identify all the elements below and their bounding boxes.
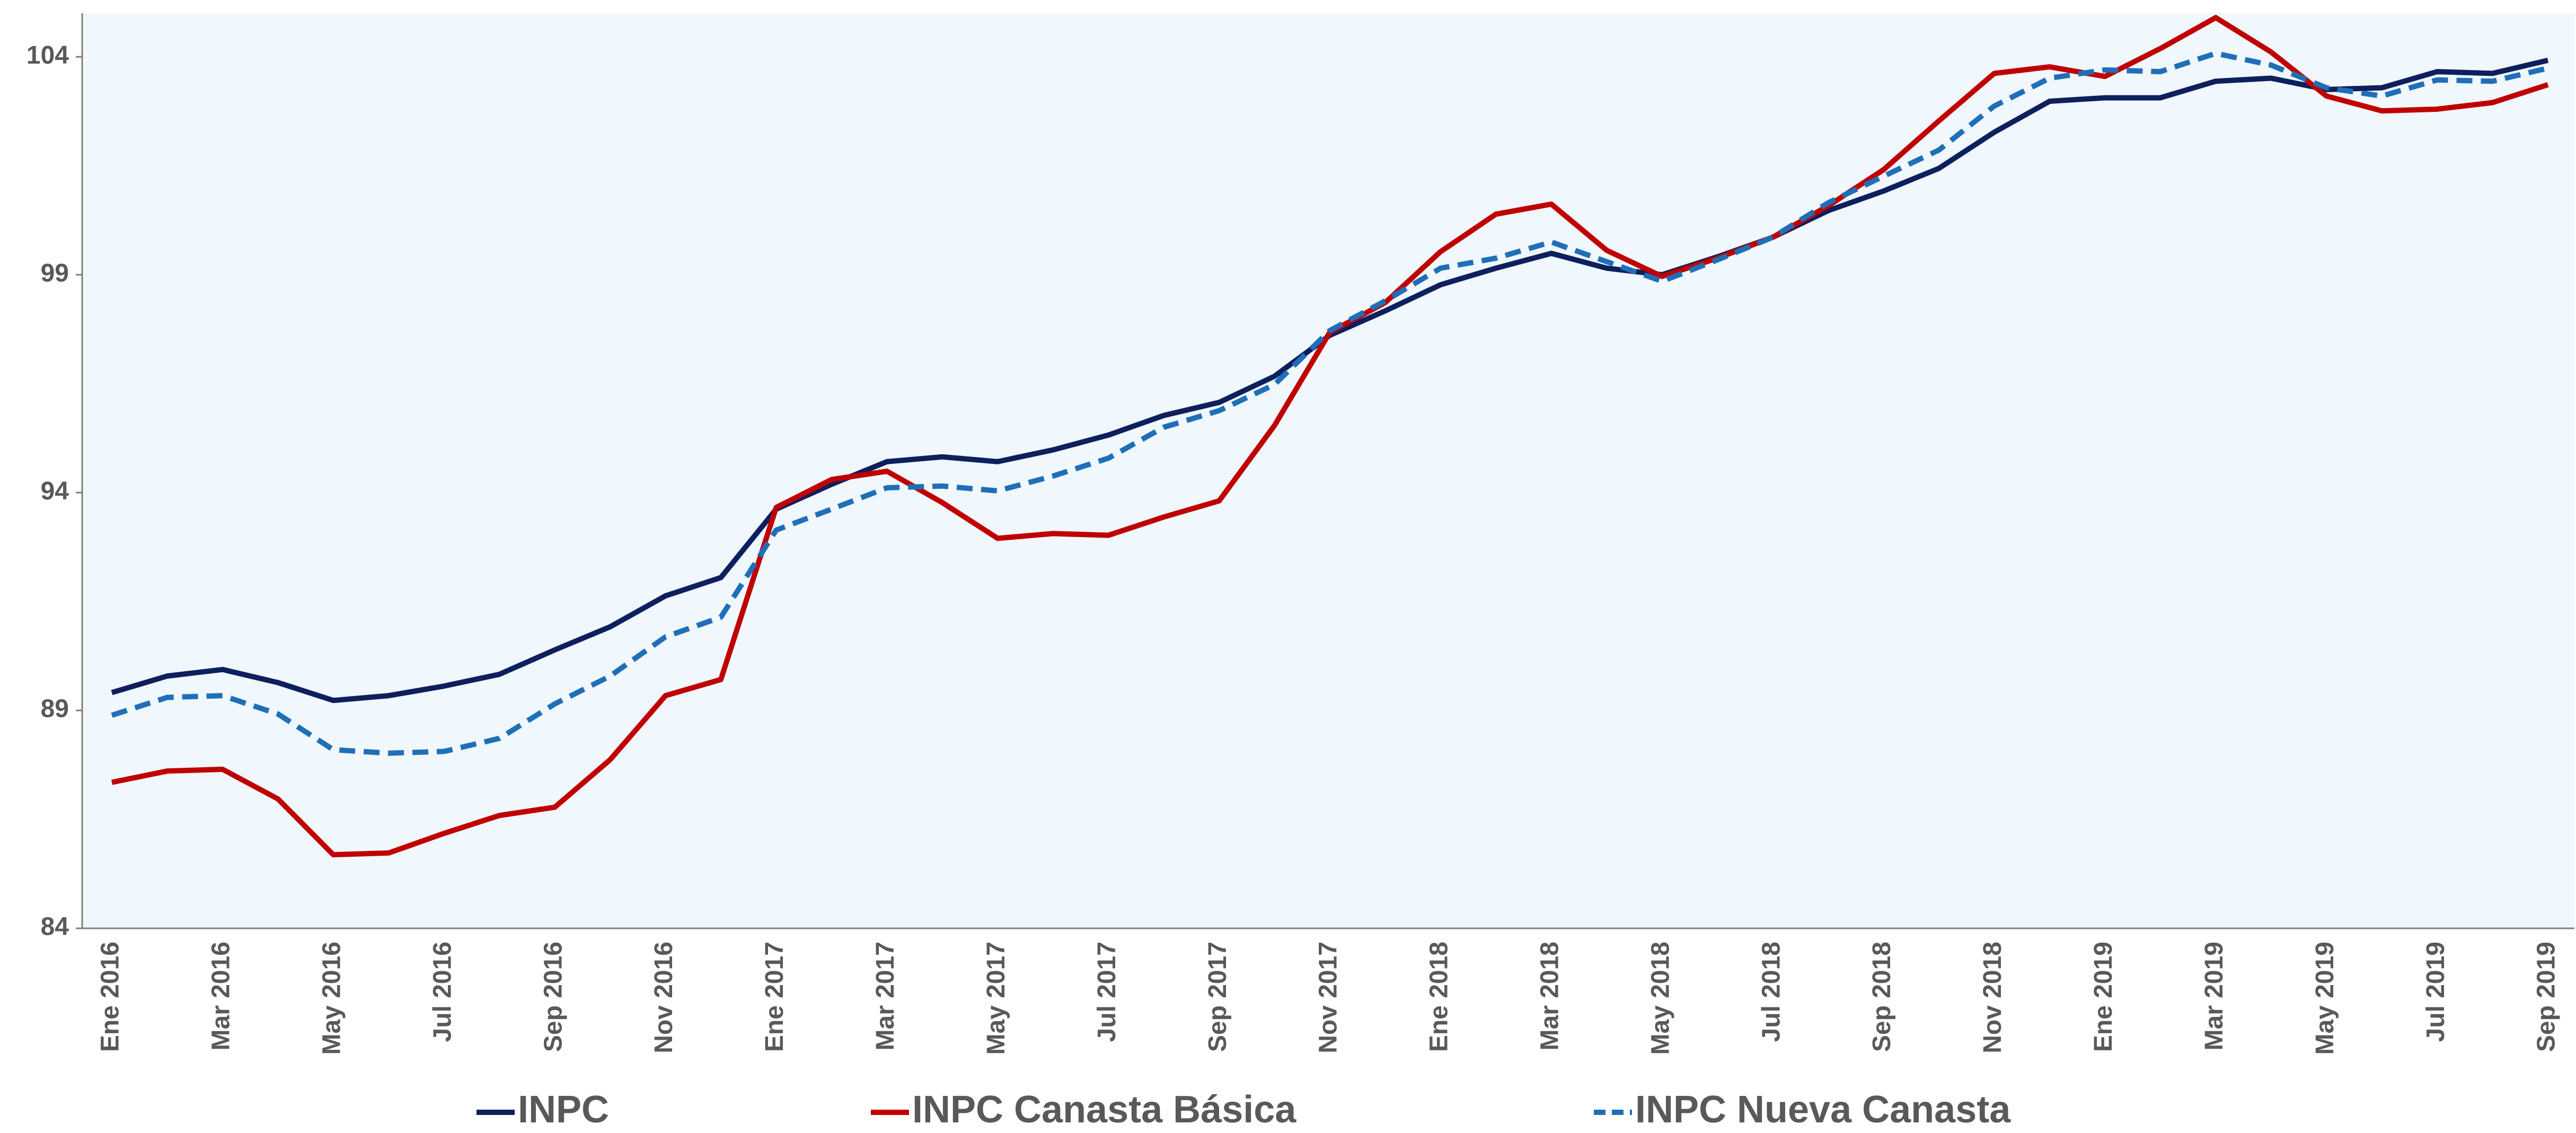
y-tick-label: 89 [41, 695, 69, 723]
x-tick-label: Jul 2017 [1093, 942, 1121, 1042]
x-tick-label: Mar 2018 [1536, 942, 1564, 1050]
x-tick-label: Jul 2019 [2422, 942, 2450, 1042]
y-tick-label: 94 [41, 477, 69, 505]
y-tick-label: 104 [27, 41, 69, 69]
x-tick-label: Nov 2016 [650, 942, 678, 1053]
x-tick-label: May 2016 [317, 942, 346, 1055]
x-tick-label: Ene 2017 [761, 942, 789, 1052]
x-tick-label: Ene 2019 [2089, 942, 2118, 1052]
x-tick-label: May 2018 [1646, 942, 1674, 1055]
x-tick-label: Nov 2017 [1315, 942, 1343, 1053]
x-tick-label: Mar 2017 [871, 942, 899, 1050]
x-tick-label: Mar 2016 [207, 942, 235, 1050]
x-tick-label: Ene 2018 [1425, 942, 1453, 1052]
series-line [111, 50, 2549, 756]
y-tick-label: 84 [41, 913, 69, 941]
x-tick-label: Jul 2018 [1757, 942, 1785, 1042]
x-tick-label: Jul 2016 [428, 942, 456, 1042]
y-tick-label: 99 [41, 259, 69, 287]
x-tick-label: Sep 2018 [1868, 942, 1896, 1052]
x-tick-label: Sep 2017 [1204, 942, 1232, 1052]
x-tick-label: Mar 2019 [2200, 942, 2228, 1050]
legend-label: INPC Nueva Canasta [1635, 1088, 2011, 1131]
x-tick-label: May 2019 [2311, 942, 2339, 1055]
x-tick-label: Sep 2016 [539, 942, 567, 1052]
x-tick-label: Sep 2019 [2533, 942, 2561, 1052]
legend-label: INPC Canasta Básica [912, 1088, 1296, 1131]
plot-area [82, 13, 2574, 928]
x-tick-label: Nov 2018 [1979, 942, 2007, 1053]
legend-label: INPC [518, 1088, 609, 1131]
x-tick-label: Ene 2016 [96, 942, 125, 1052]
x-tick-label: May 2017 [982, 942, 1010, 1055]
